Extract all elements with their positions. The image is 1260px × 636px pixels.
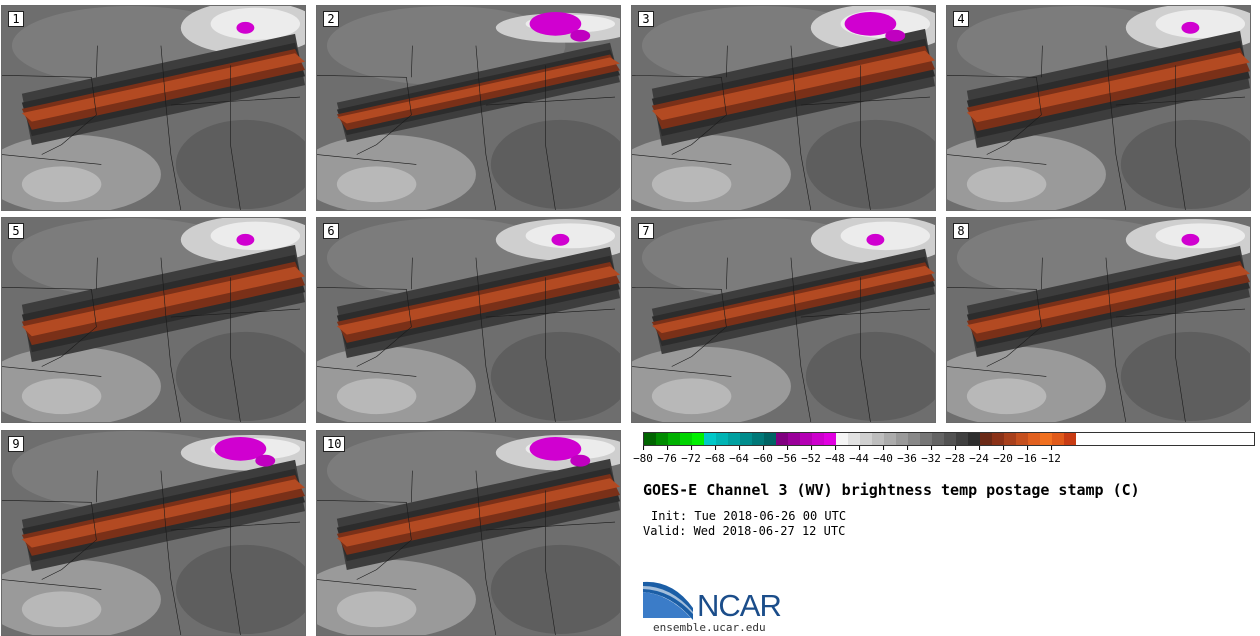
ensemble-member-panel: 10 xyxy=(316,430,621,636)
colorbar-tick-label: −24 xyxy=(969,446,989,465)
colorbar-tick-label: −68 xyxy=(705,446,725,465)
wv-image xyxy=(317,218,620,422)
colorbar-swatch xyxy=(992,433,1004,445)
colorbar-swatch xyxy=(740,433,752,445)
colorbar-swatch xyxy=(788,433,800,445)
ensemble-member-panel: 9 xyxy=(1,430,306,636)
ensemble-member-panel: 7 xyxy=(631,217,936,423)
ensemble-member-panel: 3 xyxy=(631,5,936,211)
colorbar-tick-label: −76 xyxy=(657,446,677,465)
ncar-logo: NCAR ensemble.ucar.edu xyxy=(643,578,803,634)
colorbar-tick-label: −44 xyxy=(849,446,869,465)
colorbar-swatch xyxy=(1016,433,1028,445)
colorbar-swatch xyxy=(956,433,968,445)
colorbar-swatch xyxy=(764,433,776,445)
colorbar-swatch xyxy=(944,433,956,445)
colorbar-swatches xyxy=(643,432,1255,446)
website-url[interactable]: ensemble.ucar.edu xyxy=(653,621,766,634)
colorbar-swatch xyxy=(932,433,944,445)
wv-image xyxy=(317,6,620,210)
colorbar-tick-label: −64 xyxy=(729,446,749,465)
ncar-swoosh-icon xyxy=(643,581,693,620)
wv-image xyxy=(632,6,935,210)
ensemble-member-panel: 1 xyxy=(1,5,306,211)
member-number: 8 xyxy=(953,223,969,239)
wv-image xyxy=(2,6,305,210)
colorbar-ticks: −80 −76 −72 −68 −64 −60 −56 −52 −48 −44 −40 −36 −32−… xyxy=(633,446,1255,466)
wv-image xyxy=(947,218,1250,422)
colorbar-tick-label: −60 xyxy=(753,446,773,465)
member-number: 6 xyxy=(323,223,339,239)
figure-title: GOES-E Channel 3 (WV) brightness temp po… xyxy=(643,481,1140,499)
colorbar-tick-label: −52 xyxy=(801,446,821,465)
wv-image xyxy=(2,431,305,635)
ncar-logo-text: NCAR xyxy=(697,588,782,623)
colorbar-swatch xyxy=(656,433,668,445)
colorbar-tick-label: −72 xyxy=(681,446,701,465)
wv-image xyxy=(632,218,935,422)
colorbar-swatch xyxy=(1064,433,1076,445)
colorbar-swatch xyxy=(872,433,884,445)
member-number: 2 xyxy=(323,11,339,27)
member-number: 5 xyxy=(8,223,24,239)
colorbar-swatch xyxy=(680,433,692,445)
colorbar-swatch xyxy=(1040,433,1052,445)
member-number: 10 xyxy=(323,436,346,452)
colorbar-swatch xyxy=(884,433,896,445)
colorbar-swatch xyxy=(1052,433,1064,445)
colorbar-swatch xyxy=(920,433,932,445)
colorbar-swatch xyxy=(692,433,704,445)
colorbar-swatch xyxy=(908,433,920,445)
wv-image xyxy=(947,6,1250,210)
colorbar-tick-label: −20 xyxy=(993,446,1013,465)
colorbar-swatch xyxy=(1004,433,1016,445)
wv-image xyxy=(317,431,620,635)
colorbar-tick-label: −36 xyxy=(897,446,917,465)
colorbar-tick-label: −28 xyxy=(945,446,965,465)
colorbar-swatch xyxy=(704,433,716,445)
colorbar-swatch xyxy=(860,433,872,445)
colorbar-swatch xyxy=(836,433,848,445)
colorbar-swatch xyxy=(896,433,908,445)
colorbar-swatch xyxy=(716,433,728,445)
member-number: 3 xyxy=(638,11,654,27)
colorbar-swatch xyxy=(1028,433,1040,445)
member-number: 9 xyxy=(8,436,24,452)
colorbar-tick-label: −48 xyxy=(825,446,845,465)
valid-time: Valid: Wed 2018-06-27 12 UTC xyxy=(643,524,846,538)
colorbar-swatch xyxy=(848,433,860,445)
init-time: Init: Tue 2018-06-26 00 UTC xyxy=(651,509,847,523)
ensemble-member-panel: 5 xyxy=(1,217,306,423)
colorbar-tick-label: −80 xyxy=(633,446,653,465)
colorbar-tick-label: −16 xyxy=(1017,446,1037,465)
colorbar-tick-label: −32 xyxy=(921,446,941,465)
colorbar-swatch xyxy=(752,433,764,445)
colorbar-tick-label: −40 xyxy=(873,446,893,465)
member-number: 4 xyxy=(953,11,969,27)
ensemble-member-panel: 8 xyxy=(946,217,1251,423)
colorbar-swatch xyxy=(968,433,980,445)
colorbar-swatch xyxy=(728,433,740,445)
wv-image xyxy=(2,218,305,422)
ensemble-member-panel: 2 xyxy=(316,5,621,211)
colorbar-tick-label: −56 xyxy=(777,446,797,465)
colorbar-tick-label: −12 xyxy=(1041,446,1061,465)
colorbar-swatch xyxy=(644,433,656,445)
member-number: 1 xyxy=(8,11,24,27)
member-number: 7 xyxy=(638,223,654,239)
colorbar-swatch xyxy=(668,433,680,445)
ensemble-member-panel: 4 xyxy=(946,5,1251,211)
colorbar-swatch xyxy=(824,433,836,445)
colorbar-swatch xyxy=(812,433,824,445)
colorbar-swatch xyxy=(776,433,788,445)
ensemble-member-panel: 6 xyxy=(316,217,621,423)
colorbar-legend: −80 −76 −72 −68 −64 −60 −56 −52 −48 −44 −40 −36 −32−… xyxy=(633,432,1255,466)
colorbar-swatch xyxy=(980,433,992,445)
colorbar-swatch xyxy=(800,433,812,445)
